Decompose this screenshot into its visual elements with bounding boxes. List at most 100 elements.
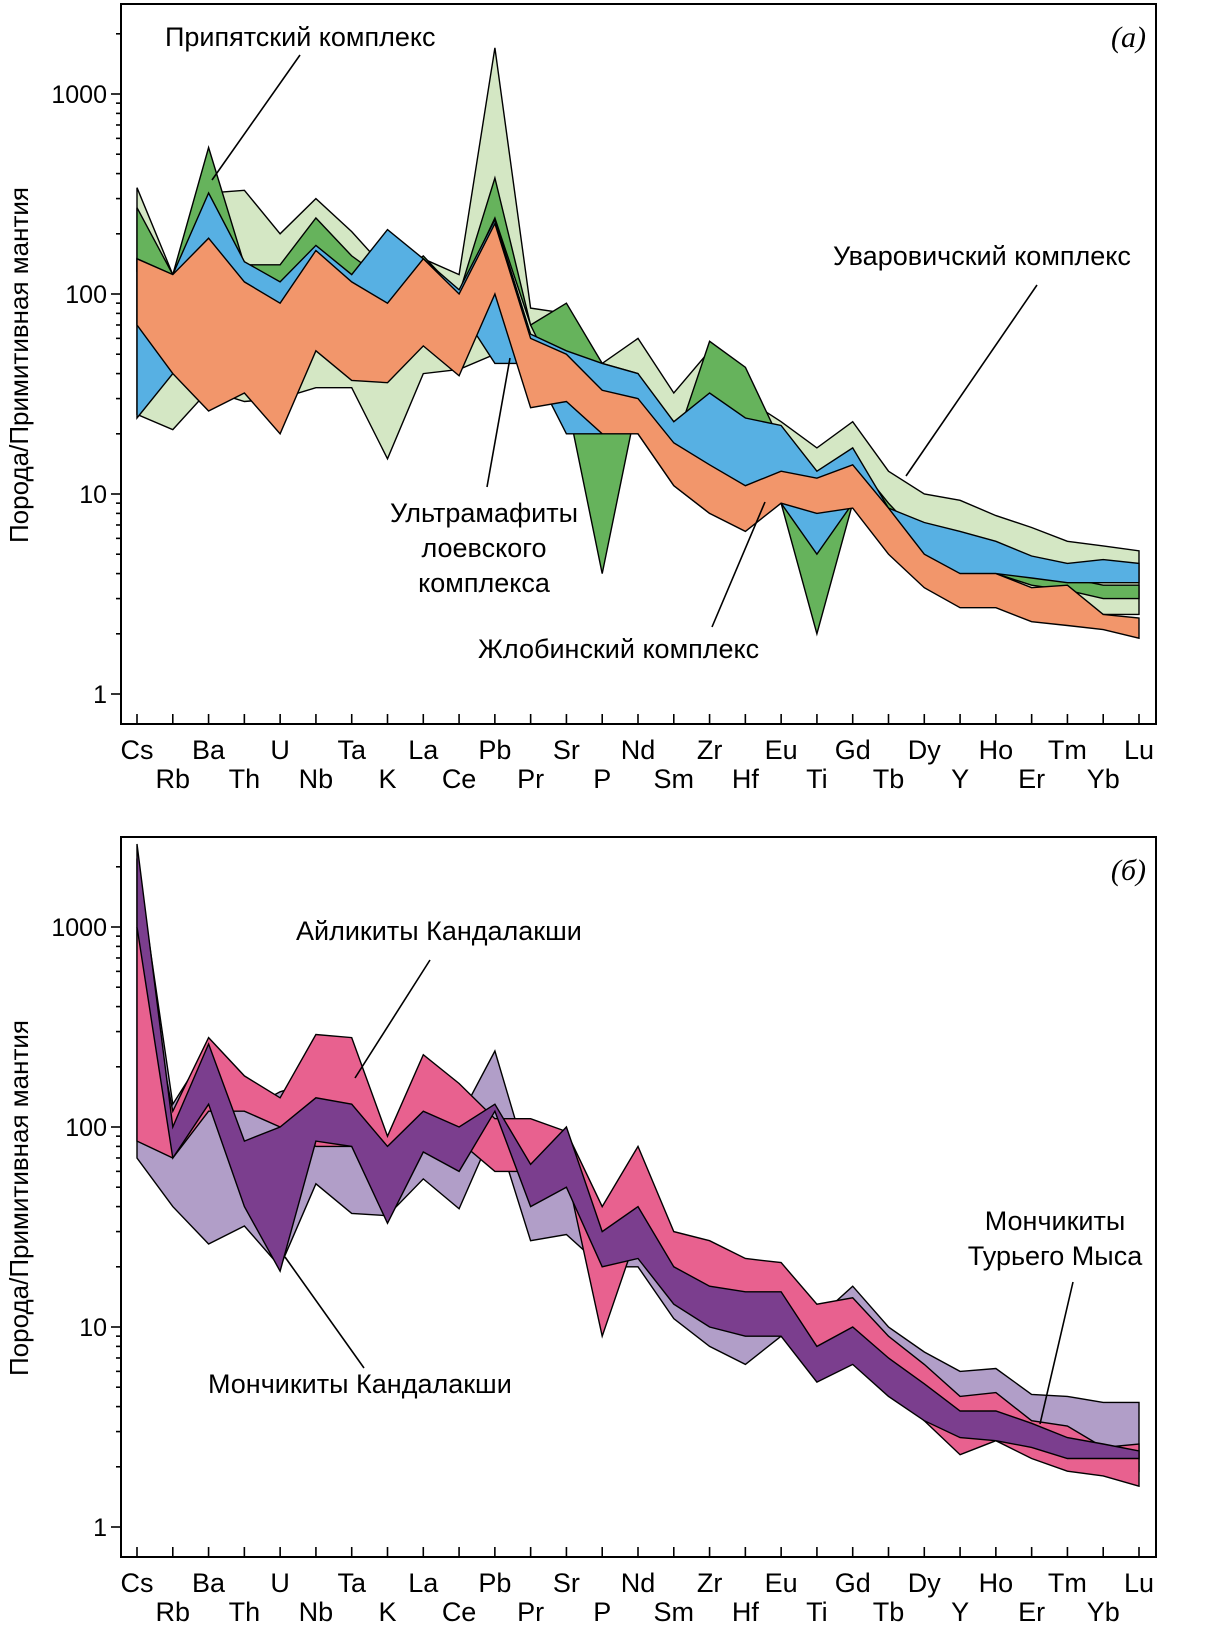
annotation-monch-kand: Мончикиты Кандалакши <box>208 1369 512 1399</box>
x-tick-label-Hf: Hf <box>732 1597 759 1627</box>
leader-uvarovichi <box>905 284 1038 477</box>
x-ticks-b <box>136 1547 1140 1557</box>
x-tick-label-Pb: Pb <box>478 735 511 765</box>
leader-loev <box>486 357 511 488</box>
x-tick-label-K: K <box>378 764 396 794</box>
x-tick-label-Sm: Sm <box>654 764 695 794</box>
x-tick-labels-b: CsRbBaThUNbTaKLaCePbPrSrPNdSmZrHfEuTiGdT… <box>121 1568 1155 1627</box>
x-tick-label-Th: Th <box>229 1597 261 1627</box>
x-tick-label-Ta: Ta <box>337 1568 367 1598</box>
x-tick-label-Pr: Pr <box>517 1597 544 1627</box>
annotation-turiy-2: Турьего Мыса <box>968 1241 1143 1271</box>
x-tick-label-Nd: Nd <box>621 735 656 765</box>
leader-turiy <box>1039 1281 1074 1425</box>
panel-label-b: (б) <box>1111 854 1146 887</box>
leader-monch-kand <box>284 1256 365 1369</box>
x-tick-label-Ho: Ho <box>979 735 1014 765</box>
y-ticks-a <box>111 32 121 695</box>
x-tick-label-K: K <box>378 1597 396 1627</box>
x-tick-label-Zr: Zr <box>697 1568 722 1598</box>
y-tick-label: 100 <box>65 281 107 309</box>
annotation-ailikites: Айликиты Кандалакши <box>296 916 582 946</box>
x-tick-label-P: P <box>593 764 611 794</box>
y-tick-labels-b: 1 10 100 1000 <box>51 914 107 1542</box>
y-axis-title-a: Порода/Примитивная мантия <box>4 187 34 543</box>
x-tick-label-Er: Er <box>1018 1597 1045 1627</box>
x-tick-label-Eu: Eu <box>765 735 798 765</box>
bands-b <box>136 843 1140 1488</box>
x-tick-label-Ba: Ba <box>192 735 226 765</box>
y-tick-label: 1 <box>93 681 107 709</box>
x-tick-label-Ba: Ba <box>192 1568 226 1598</box>
y-tick-label: 1000 <box>51 914 107 942</box>
x-tick-label-Ta: Ta <box>337 735 367 765</box>
y-tick-labels-a: 1 10 100 1000 <box>51 81 107 709</box>
x-tick-label-Ti: Ti <box>806 1597 828 1627</box>
x-tick-label-Ti: Ti <box>806 764 828 794</box>
x-tick-label-Zr: Zr <box>697 735 722 765</box>
panel-label-a: (а) <box>1111 21 1146 54</box>
leader-zhlobin <box>711 501 766 628</box>
x-tick-label-Rb: Rb <box>156 764 191 794</box>
annotation-pripyat: Припятский комплекс <box>165 22 436 52</box>
x-tick-label-Sr: Sr <box>553 735 580 765</box>
leader-ailikites <box>354 959 431 1079</box>
annotation-loev-3: комплекса <box>418 568 551 598</box>
x-tick-label-Pb: Pb <box>478 1568 511 1598</box>
x-tick-label-Tm: Tm <box>1048 1568 1087 1598</box>
x-tick-label-La: La <box>408 735 439 765</box>
x-tick-label-Ce: Ce <box>442 764 477 794</box>
y-tick-label: 1 <box>93 1514 107 1542</box>
x-tick-label-Y: Y <box>951 1597 969 1627</box>
x-tick-label-Cs: Cs <box>121 1568 154 1598</box>
bands-a <box>136 47 1140 640</box>
x-tick-label-P: P <box>593 1597 611 1627</box>
x-tick-label-Ho: Ho <box>979 1568 1014 1598</box>
x-tick-label-Dy: Dy <box>908 735 941 765</box>
y-ticks-b <box>111 865 121 1528</box>
leader-pripyat <box>211 54 301 181</box>
y-tick-label: 10 <box>79 481 107 509</box>
y-axis-title-b: Порода/Примитивная мантия <box>4 1020 34 1376</box>
annotation-zhlobin: Жлобинский комплекс <box>478 634 759 664</box>
x-tick-label-Hf: Hf <box>732 764 759 794</box>
x-tick-label-Nb: Nb <box>299 764 334 794</box>
x-tick-label-Lu: Lu <box>1124 1568 1154 1598</box>
x-tick-label-Tb: Tb <box>873 1597 905 1627</box>
x-tick-label-U: U <box>270 1568 290 1598</box>
x-tick-label-Yb: Yb <box>1087 764 1120 794</box>
annotation-uvarovichi: Уваровичский комплекс <box>833 241 1131 271</box>
annotation-turiy-1: Мончикиты <box>985 1206 1126 1236</box>
x-tick-label-Gd: Gd <box>835 1568 871 1598</box>
annotation-loev-1: Ультрамафиты <box>390 498 578 528</box>
x-tick-label-Cs: Cs <box>121 735 154 765</box>
band-a-3 <box>136 221 1140 640</box>
x-tick-label-Sm: Sm <box>654 1597 695 1627</box>
x-tick-label-Nb: Nb <box>299 1597 334 1627</box>
x-tick-label-Dy: Dy <box>908 1568 941 1598</box>
y-tick-label: 10 <box>79 1314 107 1342</box>
x-tick-label-Nd: Nd <box>621 1568 656 1598</box>
x-tick-label-Lu: Lu <box>1124 735 1154 765</box>
x-tick-label-Y: Y <box>951 764 969 794</box>
x-tick-label-Sr: Sr <box>553 1568 580 1598</box>
x-tick-label-Ce: Ce <box>442 1597 477 1627</box>
x-tick-label-Rb: Rb <box>156 1597 191 1627</box>
y-tick-label: 100 <box>65 1114 107 1142</box>
x-tick-label-Tb: Tb <box>873 764 905 794</box>
x-tick-label-Eu: Eu <box>765 1568 798 1598</box>
band-a-0 <box>136 47 1140 616</box>
x-tick-label-Tm: Tm <box>1048 735 1087 765</box>
x-tick-label-U: U <box>270 735 290 765</box>
annotation-loev-2: лоевского <box>421 533 546 563</box>
x-tick-label-Pr: Pr <box>517 764 544 794</box>
x-tick-label-Gd: Gd <box>835 735 871 765</box>
x-tick-label-Th: Th <box>229 764 261 794</box>
x-tick-labels-a: CsRbBaThUNbTaKLaCePbPrSrPNdSmZrHfEuTiGdT… <box>121 735 1155 794</box>
x-tick-label-La: La <box>408 1568 439 1598</box>
x-tick-label-Er: Er <box>1018 764 1045 794</box>
band-b-2 <box>136 843 1140 1460</box>
